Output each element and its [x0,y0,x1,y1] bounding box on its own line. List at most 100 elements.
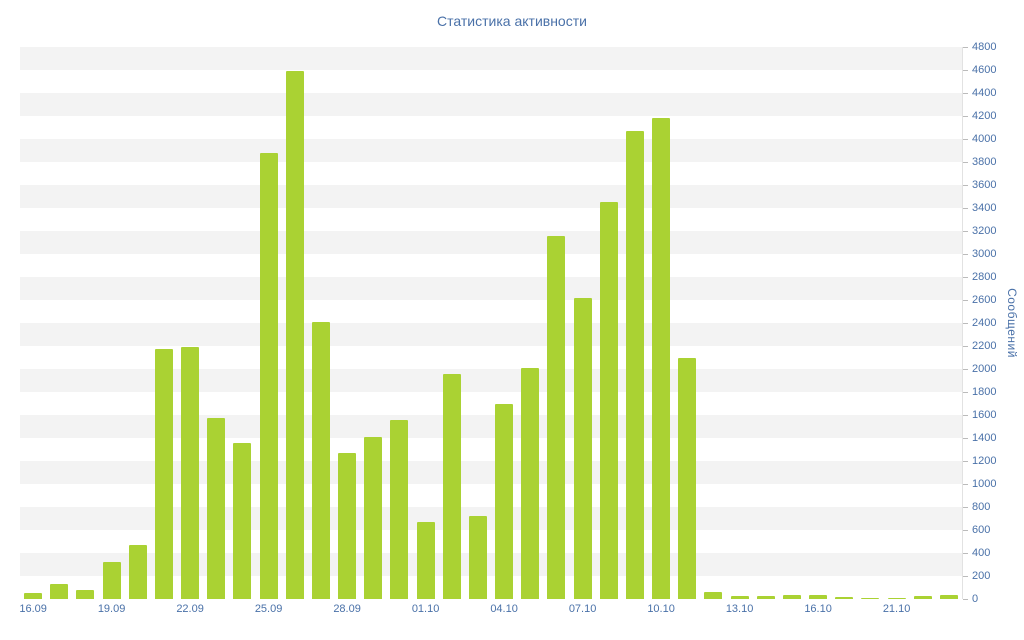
bar [495,404,514,599]
bar [678,357,697,599]
plot-stripe [20,208,962,231]
plot-stripe [20,323,962,346]
y-axis-tick [963,392,968,393]
y-axis-tick [963,599,968,600]
y-axis-label: 4600 [972,64,997,76]
y-axis-label: 1400 [972,432,997,444]
bar [913,595,932,599]
x-axis-label: 28.09 [333,603,361,615]
plot-stripe [20,254,962,277]
plot-stripe [20,139,962,162]
y-axis-label: 4400 [972,87,997,99]
plot-stripe [20,93,962,116]
plot-stripe [20,185,962,208]
bar [311,321,330,599]
bar [730,596,749,599]
plot-stripe [20,576,962,599]
bar [442,374,461,599]
plot-stripe [20,162,962,185]
bar [233,442,252,599]
plot-stripe [20,300,962,323]
plot-stripe [20,484,962,507]
x-axis-label: 13.10 [725,603,754,615]
y-axis-label: 1200 [972,455,997,467]
y-axis-label: 2200 [972,340,997,352]
y-axis-tick [963,116,968,117]
y-axis-title: Сообщений [1005,288,1019,358]
bar [861,597,880,599]
bar [782,594,801,599]
y-axis-label: 4000 [972,133,997,145]
y-axis-tick [963,576,968,577]
y-axis-tick [963,530,968,531]
bar [573,297,592,599]
bar [285,71,304,599]
y-axis-label: 3400 [972,202,997,214]
x-axis-label: 19.09 [97,603,126,615]
y-axis-label: 2600 [972,294,997,306]
x-axis-label: 07.10 [568,603,597,615]
bar [154,348,173,599]
x-axis-label: 10.10 [647,603,675,615]
bar [547,235,566,599]
y-axis-label: 2800 [972,271,997,283]
plot-stripe [20,392,962,415]
bar [625,130,644,599]
bar [50,584,69,599]
y-axis: 0 200 400 600 800 1000 1200 1400 1600 1800 2000 220… [962,41,1024,605]
y-axis-label: 3800 [972,156,997,168]
y-axis-tick [963,507,968,508]
bar [887,597,906,599]
bar [809,594,828,599]
x-axis-label: 22.09 [176,603,204,615]
chart-title: Статистика активности [437,13,587,29]
y-axis-tick [963,208,968,209]
y-axis-tick [963,47,968,48]
y-axis-tick [963,415,968,416]
plot-stripe [20,47,962,70]
plot-stripe [20,530,962,553]
y-axis-tick [963,300,968,301]
bar [599,201,618,599]
bar [102,561,121,599]
y-axis-tick [963,277,968,278]
y-axis-tick [963,369,968,370]
y-axis-tick [963,231,968,232]
bar [468,516,487,599]
x-axis-label: 21.10 [882,603,911,615]
y-axis-tick [963,185,968,186]
plot-stripe [20,507,962,530]
y-axis-label: 0 [972,593,979,605]
bar [416,521,435,599]
y-axis-tick [963,438,968,439]
plot-stripe [20,438,962,461]
x-axis-label: 04.10 [490,603,518,615]
y-axis-label: 1600 [972,409,997,421]
y-axis-tick [963,93,968,94]
y-axis-tick [963,346,968,347]
bar [704,591,723,599]
bar [76,589,95,599]
y-axis-tick [963,70,968,71]
plot-stripe [20,231,962,254]
y-axis-label: 1000 [972,478,997,490]
bar [521,367,540,599]
bar [652,117,671,599]
y-axis-label: 3000 [972,248,997,260]
y-axis-tick [963,162,968,163]
bar [756,595,775,599]
y-axis-label: 3200 [972,225,997,237]
y-axis-label: 1800 [972,386,997,398]
bar [364,436,383,599]
y-axis-label: 4200 [972,110,997,122]
bar [207,417,226,599]
y-axis-tick [963,484,968,485]
plot-stripes [20,47,962,599]
y-axis-label: 800 [972,501,991,513]
plot-stripe [20,116,962,139]
plot-stripe [20,553,962,576]
x-axis-label: 25.09 [254,603,283,615]
y-axis-label: 2400 [972,317,997,329]
y-axis-label: 3600 [972,179,997,191]
